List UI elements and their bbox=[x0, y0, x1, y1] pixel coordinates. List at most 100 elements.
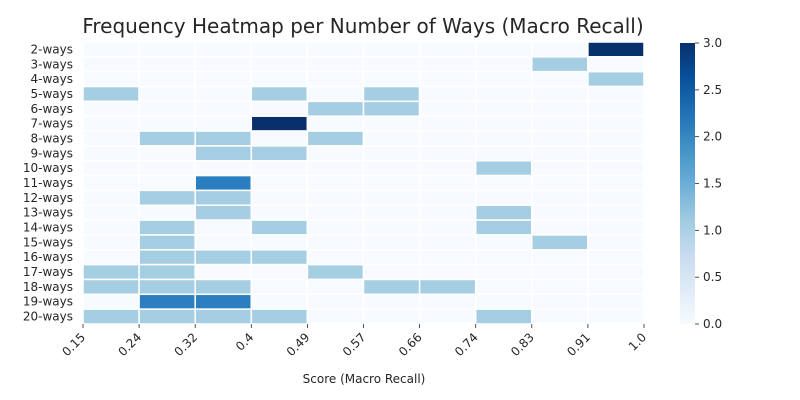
x-tick-label: 0.74 bbox=[452, 330, 481, 359]
colorbar-tick-label: 2.5 bbox=[703, 83, 722, 97]
colorbar-tick-label: 0.0 bbox=[703, 317, 722, 331]
x-axis-label: Score (Macro Recall) bbox=[303, 372, 426, 386]
heatmap-cell bbox=[362, 159, 421, 177]
heatmap-cell bbox=[194, 70, 253, 88]
heatmap-cell bbox=[138, 293, 196, 310]
heatmap-cell bbox=[531, 159, 589, 177]
heatmap-cell bbox=[82, 308, 140, 325]
colorbar bbox=[680, 43, 695, 324]
heatmap-cell bbox=[362, 204, 421, 221]
heatmap-cell bbox=[306, 293, 365, 310]
heatmap-cell bbox=[587, 234, 645, 251]
heatmap-cell bbox=[306, 41, 365, 58]
heatmap-cell bbox=[362, 293, 421, 310]
heatmap-cell bbox=[138, 145, 196, 162]
heatmap-cell bbox=[362, 249, 421, 266]
heatmap-cell bbox=[362, 115, 421, 132]
heatmap-cell bbox=[362, 189, 421, 207]
heatmap-cell bbox=[587, 249, 645, 266]
heatmap-cell bbox=[418, 204, 477, 221]
heatmap-cell bbox=[587, 219, 645, 236]
heatmap-cell bbox=[474, 130, 533, 147]
heatmap-cell bbox=[194, 278, 253, 296]
heatmap-cell bbox=[138, 41, 196, 58]
heatmap-cell bbox=[82, 204, 140, 221]
y-tick-label: 16-ways bbox=[23, 250, 73, 264]
heatmap-cell bbox=[531, 145, 589, 162]
heatmap-cell bbox=[194, 293, 253, 310]
heatmap-cell bbox=[418, 189, 477, 207]
y-tick-label: 18-ways bbox=[23, 280, 73, 294]
heatmap-cell bbox=[250, 41, 309, 58]
heatmap-cell bbox=[306, 234, 365, 251]
heatmap-cell bbox=[194, 249, 253, 266]
heatmap-cell bbox=[587, 174, 645, 192]
x-tick-label: 0.15 bbox=[59, 330, 88, 359]
heatmap-cell bbox=[531, 278, 589, 296]
heatmap-cell bbox=[362, 85, 421, 103]
heatmap-cell bbox=[418, 145, 477, 162]
heatmap-cell bbox=[531, 308, 589, 325]
heatmap-cell bbox=[82, 234, 140, 251]
heatmap-cell bbox=[82, 56, 140, 73]
heatmap-cell bbox=[306, 249, 365, 266]
heatmap-cell bbox=[194, 145, 253, 162]
heatmap-cell bbox=[194, 159, 253, 177]
heatmap-cell bbox=[362, 174, 421, 192]
heatmap-cell bbox=[474, 159, 533, 177]
heatmap-cell bbox=[82, 145, 140, 162]
colorbar-tick-label: 2.0 bbox=[703, 130, 722, 144]
heatmap-cell bbox=[194, 189, 253, 207]
x-tick-labels: 0.15 0.24 0.32 0.4 0.49 0.57 0.66 0.74 0.83 0.91 1… bbox=[59, 324, 649, 359]
heatmap-cell bbox=[474, 234, 533, 251]
heatmap-cell bbox=[418, 85, 477, 103]
heatmap-cell bbox=[138, 204, 196, 221]
heatmap-cell bbox=[82, 41, 140, 58]
heatmap-cell bbox=[194, 219, 253, 236]
y-tick-label: 13-ways bbox=[23, 206, 73, 220]
heatmap-cell bbox=[587, 85, 645, 103]
heatmap-cell bbox=[362, 234, 421, 251]
heatmap-cell bbox=[138, 234, 196, 251]
heatmap-cell bbox=[82, 219, 140, 236]
heatmap-cell bbox=[418, 278, 477, 296]
heatmap-cell bbox=[418, 219, 477, 236]
heatmap-cell bbox=[418, 249, 477, 266]
heatmap-cell bbox=[418, 234, 477, 251]
heatmap-cell bbox=[531, 204, 589, 221]
y-tick-label: 20-ways bbox=[23, 310, 73, 324]
x-tick-label: 1.0 bbox=[626, 330, 649, 353]
x-tick-label: 0.24 bbox=[115, 330, 144, 359]
x-tick-label: 0.83 bbox=[508, 330, 537, 359]
heatmap-cell bbox=[306, 174, 365, 192]
heatmap-cell bbox=[82, 70, 140, 88]
heatmap-cell bbox=[194, 234, 253, 251]
heatmap-cell bbox=[82, 85, 140, 103]
heatmap-cell bbox=[362, 70, 421, 88]
heatmap-cell bbox=[418, 115, 477, 132]
y-tick-label: 5-ways bbox=[31, 87, 74, 101]
heatmap-cell bbox=[474, 115, 533, 132]
heatmap-cell bbox=[418, 263, 477, 281]
heatmap-cell bbox=[194, 100, 253, 117]
heatmap-cell bbox=[138, 115, 196, 132]
heatmap-cell bbox=[138, 278, 196, 296]
heatmap-cell bbox=[418, 308, 477, 325]
heatmap-cell bbox=[418, 100, 477, 117]
heatmap-cell bbox=[194, 115, 253, 132]
heatmap-cell bbox=[250, 145, 309, 162]
heatmap-cell bbox=[362, 130, 421, 147]
heatmap-cell bbox=[418, 41, 477, 58]
heatmap-cell bbox=[194, 204, 253, 221]
heatmap-cell bbox=[250, 115, 309, 132]
heatmap-cell bbox=[362, 219, 421, 236]
colorbar-tick-label: 1.0 bbox=[703, 223, 722, 237]
heatmap-cell bbox=[418, 130, 477, 147]
heatmap-cell bbox=[82, 115, 140, 132]
heatmap-cell bbox=[250, 263, 309, 281]
y-tick-label: 4-ways bbox=[31, 72, 74, 86]
heatmap-cell bbox=[587, 293, 645, 310]
heatmap-cell bbox=[474, 308, 533, 325]
heatmap-cell bbox=[418, 174, 477, 192]
heatmap-cell bbox=[418, 159, 477, 177]
